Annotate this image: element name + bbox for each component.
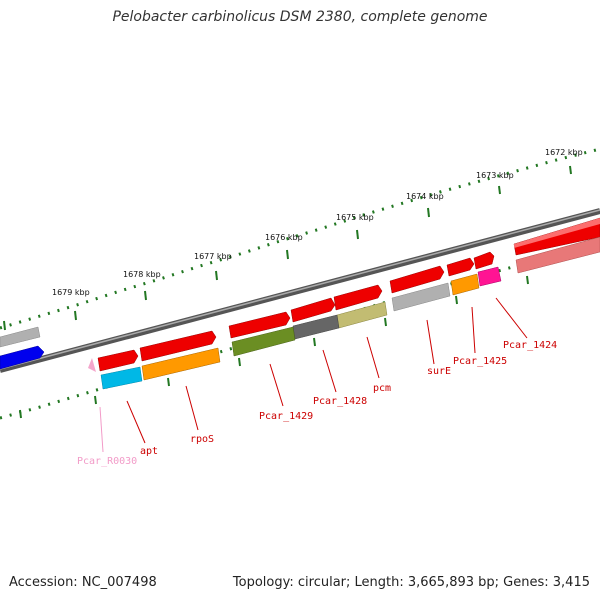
forward-strand-genes bbox=[0, 217, 600, 372]
leader-line bbox=[185, 385, 199, 431]
major-tick bbox=[19, 409, 22, 419]
major-ticks bbox=[3, 165, 572, 419]
gene-labels: Pcar_1424 Pcar_1425 surE pcm Pcar_1428 P… bbox=[77, 340, 557, 467]
inner-tick-dots bbox=[0, 243, 600, 420]
major-tick bbox=[215, 270, 218, 281]
leader-line bbox=[269, 363, 284, 407]
major-tick bbox=[526, 275, 529, 285]
leader-line bbox=[99, 406, 104, 453]
gene-block-magenta[interactable] bbox=[477, 266, 502, 287]
label-leader-lines bbox=[99, 297, 528, 453]
map-title: Pelobacter carbinolicus DSM 2380, comple… bbox=[112, 9, 488, 25]
leader-line bbox=[495, 297, 528, 339]
gene-arrow-small-red[interactable] bbox=[97, 349, 139, 372]
major-tick bbox=[74, 310, 77, 321]
gene-label-pcar-1428[interactable]: Pcar_1428 bbox=[313, 396, 367, 407]
gene-arrow-rpos[interactable] bbox=[228, 311, 291, 339]
gene-arrow-sure[interactable] bbox=[446, 257, 475, 277]
major-tick bbox=[167, 377, 170, 387]
gene-arrow-pcar-r0030[interactable] bbox=[88, 358, 96, 372]
scale-label: 1679 kbp bbox=[52, 288, 90, 297]
major-tick bbox=[455, 295, 458, 305]
major-tick bbox=[144, 290, 147, 301]
leader-line bbox=[426, 319, 435, 365]
gene-block-olive[interactable] bbox=[231, 326, 296, 357]
major-tick bbox=[498, 185, 501, 195]
leader-line bbox=[471, 306, 476, 354]
gene-arrow-pcar-1425[interactable] bbox=[473, 251, 495, 270]
gene-block-orange-small[interactable] bbox=[450, 273, 480, 296]
leader-line bbox=[126, 400, 146, 444]
major-tick bbox=[427, 207, 430, 218]
scale-label: 1676 kbp bbox=[265, 233, 303, 242]
gene-label-rpos[interactable]: rpoS bbox=[190, 434, 214, 445]
scale-label: 1675 kbp bbox=[336, 213, 374, 222]
major-tick bbox=[313, 337, 316, 347]
gene-arrow-gray-left[interactable] bbox=[0, 326, 41, 348]
major-tick bbox=[569, 165, 572, 175]
gene-arrow-blue[interactable] bbox=[0, 345, 45, 370]
scale-label: 1673 kbp bbox=[476, 171, 514, 180]
scale-label: 1672 kbp bbox=[545, 148, 583, 157]
gene-block-orange[interactable] bbox=[141, 347, 221, 381]
gene-label-pcar-r0030[interactable]: Pcar_R0030 bbox=[77, 456, 137, 467]
leader-line bbox=[366, 336, 380, 379]
major-tick bbox=[3, 320, 6, 331]
gene-arrow-highlight bbox=[514, 218, 600, 248]
gene-label-pcar-1429[interactable]: Pcar_1429 bbox=[259, 411, 313, 422]
gene-block-gray[interactable] bbox=[391, 282, 451, 312]
gene-label-apt[interactable]: apt bbox=[140, 446, 158, 457]
gene-block-cyan[interactable] bbox=[100, 366, 143, 390]
major-tick bbox=[384, 317, 387, 327]
scale-labels: 1672 kbp 1673 kbp 1674 kbp 1675 kbp 1676… bbox=[52, 148, 583, 297]
gene-label-pcar-1425[interactable]: Pcar_1425 bbox=[453, 356, 507, 367]
major-tick bbox=[286, 249, 289, 260]
genome-backbone bbox=[0, 208, 600, 373]
gene-label-sure[interactable]: surE bbox=[427, 366, 451, 377]
gene-arrow-pcar-1428[interactable] bbox=[333, 284, 383, 311]
topology-text: Topology: circular; Length: 3,665,893 bp… bbox=[232, 575, 590, 590]
scale-label: 1678 kbp bbox=[123, 270, 161, 279]
gene-arrow-pcm[interactable] bbox=[389, 265, 445, 294]
major-tick bbox=[238, 357, 241, 367]
gene-arrow-pcar-1429[interactable] bbox=[290, 297, 336, 323]
gene-label-pcm[interactable]: pcm bbox=[373, 383, 391, 394]
backbone-highlight bbox=[0, 209, 600, 370]
major-tick bbox=[94, 395, 97, 405]
gene-label-pcar-1424[interactable]: Pcar_1424 bbox=[503, 340, 557, 351]
accession-text: Accession: NC_007498 bbox=[9, 575, 157, 590]
scale-label: 1677 kbp bbox=[194, 252, 232, 261]
leader-line bbox=[322, 349, 337, 393]
inner-scale-ring bbox=[0, 243, 600, 420]
major-tick bbox=[356, 229, 359, 240]
gene-block-light-red[interactable] bbox=[515, 236, 600, 274]
scale-label: 1674 kbp bbox=[406, 192, 444, 201]
gene-arrow-apt[interactable] bbox=[139, 330, 217, 362]
reverse-strand-genes bbox=[0, 236, 600, 390]
